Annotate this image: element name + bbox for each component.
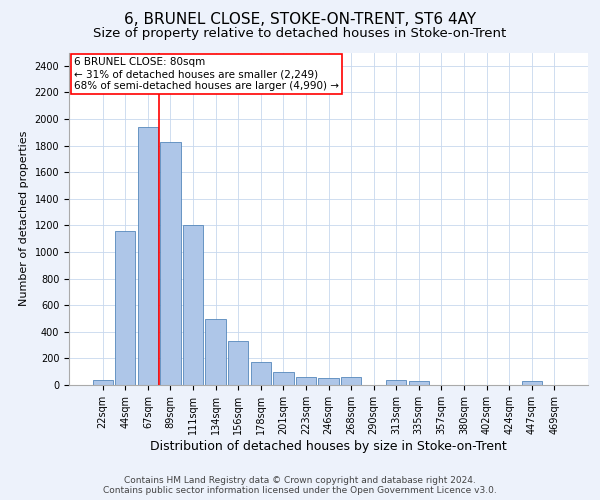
Bar bbox=[138, 127, 158, 385]
Bar bbox=[409, 381, 429, 385]
Bar bbox=[251, 362, 271, 385]
Text: 6 BRUNEL CLOSE: 80sqm
← 31% of detached houses are smaller (2,249)
68% of semi-d: 6 BRUNEL CLOSE: 80sqm ← 31% of detached … bbox=[74, 58, 339, 90]
Bar bbox=[92, 380, 113, 385]
Bar bbox=[296, 377, 316, 385]
Bar bbox=[386, 380, 406, 385]
Text: Contains HM Land Registry data © Crown copyright and database right 2024.
Contai: Contains HM Land Registry data © Crown c… bbox=[103, 476, 497, 495]
Bar bbox=[521, 381, 542, 385]
Bar bbox=[115, 230, 136, 385]
Bar bbox=[205, 318, 226, 385]
Bar bbox=[228, 341, 248, 385]
Y-axis label: Number of detached properties: Number of detached properties bbox=[19, 131, 29, 306]
Bar bbox=[160, 142, 181, 385]
Bar bbox=[319, 378, 338, 385]
Bar bbox=[183, 226, 203, 385]
Text: 6, BRUNEL CLOSE, STOKE-ON-TRENT, ST6 4AY: 6, BRUNEL CLOSE, STOKE-ON-TRENT, ST6 4AY bbox=[124, 12, 476, 28]
Bar bbox=[341, 377, 361, 385]
X-axis label: Distribution of detached houses by size in Stoke-on-Trent: Distribution of detached houses by size … bbox=[150, 440, 507, 452]
Text: Size of property relative to detached houses in Stoke-on-Trent: Size of property relative to detached ho… bbox=[94, 28, 506, 40]
Bar bbox=[273, 372, 293, 385]
